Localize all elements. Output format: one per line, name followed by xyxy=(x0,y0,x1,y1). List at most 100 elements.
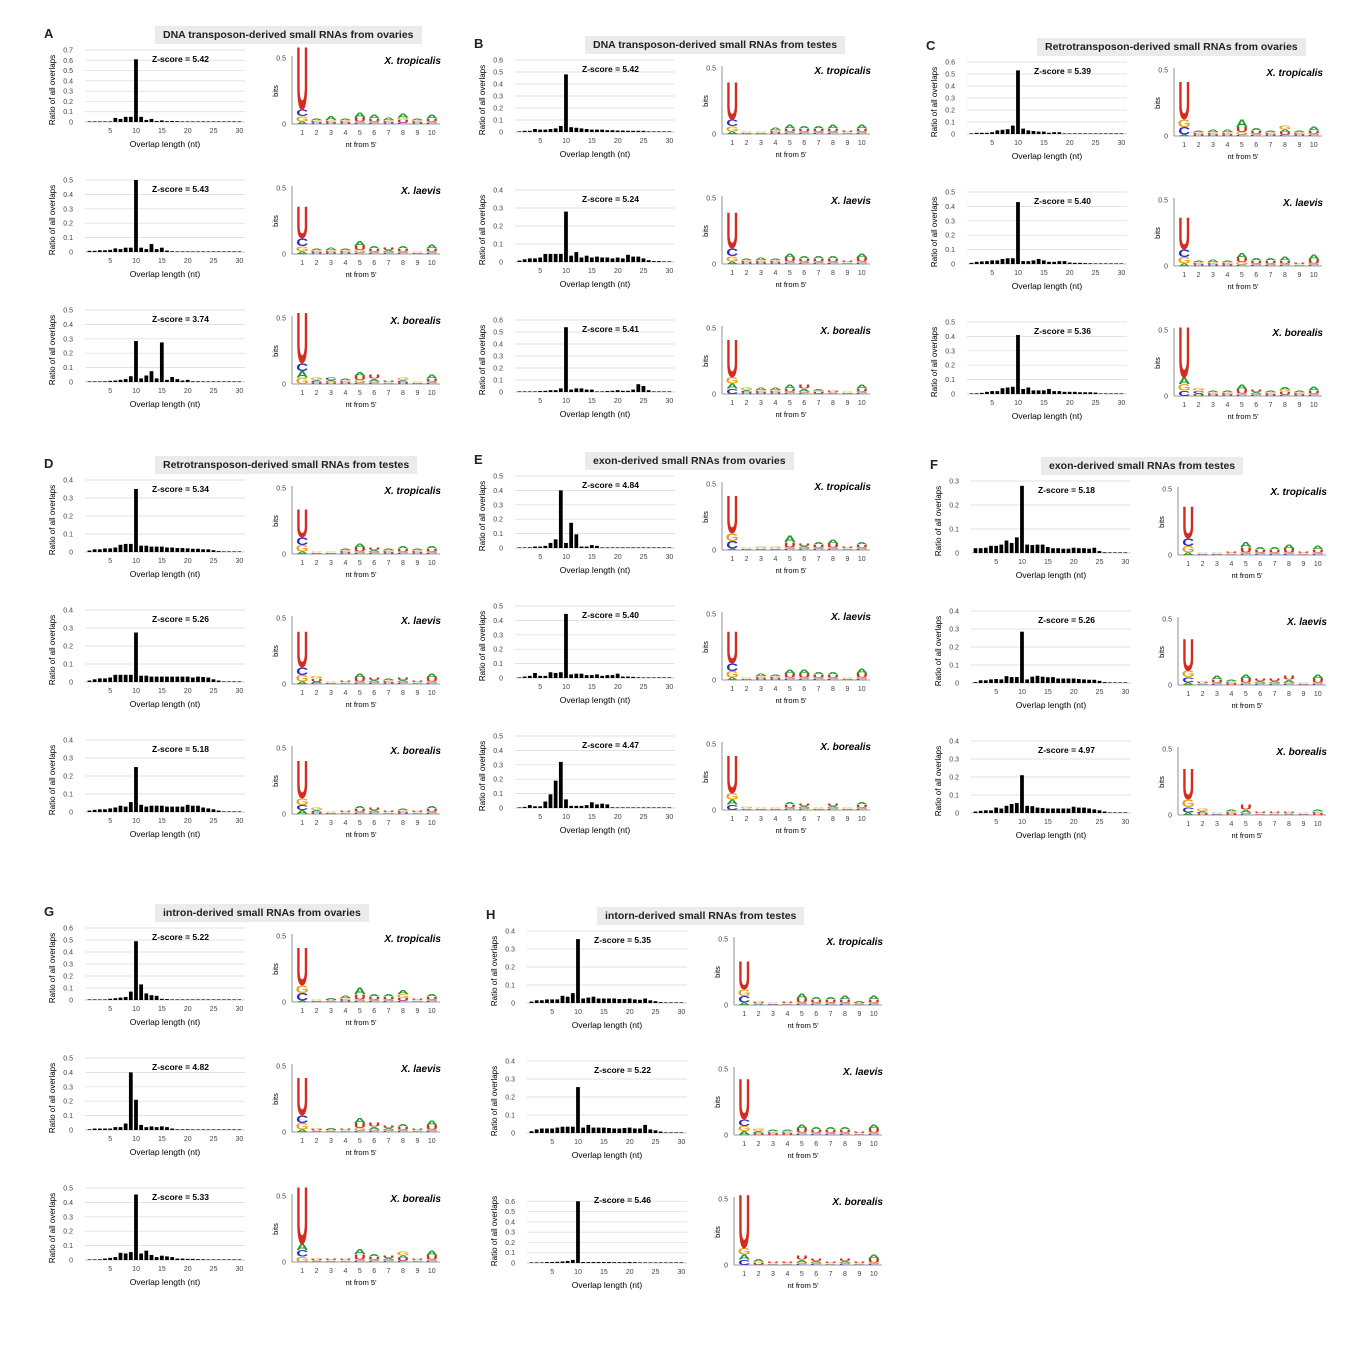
y-tick-label: 0.3 xyxy=(505,1077,515,1084)
x-axis-label: Overlap length (nt) xyxy=(572,1280,643,1290)
logo-y-axis-label: bits xyxy=(1153,357,1162,369)
x-tick-label: 30 xyxy=(236,388,244,395)
bar xyxy=(123,806,128,812)
logo-letter-U: U xyxy=(769,809,781,810)
y-tick-label: 0 xyxy=(499,546,503,553)
y-tick-label: 0.4 xyxy=(493,342,503,349)
logo-letter-C: C xyxy=(383,1130,396,1132)
bar xyxy=(529,1001,534,1003)
bar xyxy=(543,545,548,548)
logo-x-tick-label: 6 xyxy=(372,690,376,697)
y-tick-label: 0.4 xyxy=(945,84,955,91)
logo-letter-A: A xyxy=(753,1131,766,1133)
bar xyxy=(87,810,92,812)
logo-letter-U: U xyxy=(825,999,837,1003)
logo-letter-C: C xyxy=(383,681,396,683)
bar xyxy=(1076,548,1081,553)
logo-letter-A: A xyxy=(411,119,424,121)
logo-letter-C: C xyxy=(339,683,352,684)
logo-letter-G: G xyxy=(783,391,796,393)
logo-letter-A: A xyxy=(296,1242,308,1252)
logo-letter-G: G xyxy=(755,132,768,133)
bar xyxy=(1078,262,1082,264)
x-tick-label: 25 xyxy=(1096,689,1104,696)
zscore-label: Z-score = 4.47 xyxy=(582,740,639,750)
logo-letter-C: C xyxy=(411,683,424,684)
y-axis-label: Ratio of all overlaps xyxy=(48,745,57,815)
x-tick-label: 25 xyxy=(640,268,648,275)
x-tick-label: 15 xyxy=(158,688,166,695)
logo-letter-C: C xyxy=(769,809,782,810)
logo-x-axis-label: nt from 5' xyxy=(1231,571,1263,580)
logo-x-tick-label: 4 xyxy=(343,130,347,137)
y-tick-label: 0.4 xyxy=(493,748,503,755)
logo-letter-A: A xyxy=(1250,392,1263,394)
logo-letter-U: U xyxy=(325,813,337,814)
logo-letter-A: A xyxy=(1207,259,1219,263)
x-axis-label: Overlap length (nt) xyxy=(130,699,201,709)
x-tick-label: 10 xyxy=(132,558,140,565)
bar xyxy=(527,805,532,808)
logo-letter-A: A xyxy=(841,548,854,549)
logo-letter-G: G xyxy=(781,1264,794,1265)
species-label: X. borealis xyxy=(1275,747,1327,758)
logo-x-axis-label: nt from 5' xyxy=(1231,831,1263,840)
species-label: X. laevis xyxy=(830,196,871,207)
x-tick-label: 25 xyxy=(640,554,648,561)
y-axis-label: Ratio of all overlaps xyxy=(934,616,943,686)
logo-letter-U: U xyxy=(1207,264,1219,266)
bar xyxy=(1092,679,1097,683)
x-tick-label: 10 xyxy=(574,1139,582,1146)
x-tick-label: 5 xyxy=(108,688,112,695)
y-tick-label: 0.6 xyxy=(505,1199,515,1206)
logo-letter-C: C xyxy=(1225,554,1238,555)
logo-letter-G: G xyxy=(397,117,410,121)
y-tick-label: 0.4 xyxy=(493,488,503,495)
logo-letter-A: A xyxy=(827,124,839,130)
panel-title: Retrotransposon-derived small RNAs from … xyxy=(155,456,418,474)
logo-letter-G: G xyxy=(310,807,323,811)
bar xyxy=(1088,263,1093,264)
x-tick-label: 25 xyxy=(640,138,648,145)
species-label: X. laevis xyxy=(830,612,871,623)
bar xyxy=(517,547,522,548)
logo-letter-C: C xyxy=(796,1263,809,1265)
x-tick-label: 20 xyxy=(1070,819,1078,826)
bar xyxy=(128,116,133,122)
logo-x-tick-label: 2 xyxy=(745,270,749,277)
logo-letter-G: G xyxy=(853,1134,866,1135)
x-tick-label: 30 xyxy=(1118,140,1126,147)
bar xyxy=(679,1262,684,1263)
bar xyxy=(612,1262,617,1263)
logo-letter-U: U xyxy=(1197,682,1209,684)
logo-x-tick-label: 4 xyxy=(1229,561,1233,568)
bar xyxy=(87,121,92,122)
logo-letter-G: G xyxy=(411,1261,424,1262)
logo-x-tick-label: 5 xyxy=(800,1011,804,1018)
bar xyxy=(517,391,522,392)
logo-letter-U: U xyxy=(1211,554,1223,555)
bar xyxy=(581,998,586,1003)
x-tick-label: 20 xyxy=(184,818,192,825)
bar xyxy=(123,1253,128,1260)
logo-letter-A: A xyxy=(741,131,754,132)
logo-letter-G: G xyxy=(738,1246,751,1256)
x-tick-label: 10 xyxy=(132,688,140,695)
logo-letter-C: C xyxy=(1254,814,1267,815)
logo-letter-C: C xyxy=(397,682,410,684)
bar xyxy=(989,545,993,553)
logo-y-tick-label: 0.5 xyxy=(276,56,286,63)
logo-letter-U: U xyxy=(325,1258,337,1260)
logo-x-tick-label: 9 xyxy=(415,1268,419,1275)
sequence-logo: 00.5bitsCAGU1UCAG2UCGA3UCGA4CGUA5CGAU6UC… xyxy=(701,742,871,836)
logo-letter-U: U xyxy=(1182,498,1194,548)
bar xyxy=(206,808,211,812)
logo-letter-A: A xyxy=(354,1116,366,1125)
logo-letter-A: A xyxy=(311,380,324,382)
logo-letter-G: G xyxy=(827,807,840,809)
